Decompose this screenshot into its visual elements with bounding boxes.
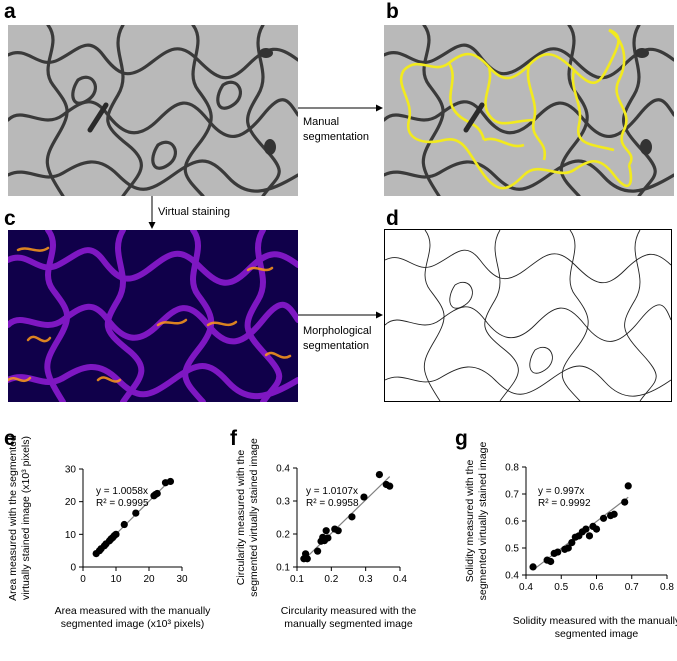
chart-g-data-point	[621, 498, 629, 506]
chart-e-data-point	[153, 489, 161, 498]
chart-f-data-point	[322, 527, 330, 535]
chart-g-data-point	[624, 482, 632, 490]
chart-g-y-label-line2: segmented virtually stained image	[477, 441, 489, 600]
chart-e-y-tick-label: 30	[65, 465, 77, 476]
chart-e-r-squared: R² = 0.9995	[96, 498, 149, 509]
morphological-segmentation-caption: Morphological segmentation	[303, 324, 371, 354]
chart-f-x-label-line2: manually segmented image	[284, 618, 413, 630]
chart-g-data-point	[610, 510, 618, 518]
chart-e-equation: y = 1.0058x	[96, 486, 148, 497]
chart-f-x-tick-label: 0.4	[393, 574, 407, 585]
chart-g-data-point	[599, 514, 608, 522]
chart-f-data-point	[334, 527, 342, 535]
virtual-staining-caption: Virtual staining	[158, 206, 230, 218]
panel-label-f: f	[230, 427, 237, 450]
chart-f-equation: y = 1.0107x	[306, 486, 358, 497]
chart-f-r-squared: R² = 0.9958	[306, 498, 359, 509]
panel-label-c: c	[4, 207, 16, 230]
chart-e-data-point	[112, 530, 120, 538]
virtual-stain-image-c	[8, 230, 298, 402]
chart-e-x-tick-label: 20	[143, 574, 155, 585]
panel-label-a: a	[4, 0, 16, 23]
morph-caption-line1: Morphological	[303, 325, 372, 337]
segmented-image-b	[384, 25, 674, 196]
chart-g-x-tick-label: 0.8	[660, 582, 674, 593]
chart-g-data-point	[564, 544, 572, 552]
chart-e-y-label-line1: Area measured with the segmented	[7, 435, 19, 601]
chart-f-x-tick-label: 0.1	[290, 574, 304, 585]
chart-f-regression-line	[303, 476, 391, 561]
chart-g-x-tick-label: 0.5	[554, 582, 568, 593]
chart-e-x-label-line1: Area measured with the manually	[55, 605, 212, 617]
chart-f-data-point	[303, 555, 311, 563]
arrow-head-a-to-c	[148, 222, 156, 229]
chart-g-y-tick-label: 0.6	[505, 517, 519, 528]
chart-g-y-tick-label: 0.8	[505, 463, 519, 474]
chart-e-y-tick-label: 0	[70, 563, 76, 574]
chart-f-data-point	[360, 493, 368, 501]
chart-f-y-label-line2: segmented virtually stained image	[248, 438, 260, 597]
chart-g-x-tick-label: 0.4	[519, 582, 533, 593]
chart-g-y-tick-label: 0.7	[505, 490, 519, 501]
manual-caption-line1: Manual	[303, 116, 340, 128]
manual-segmentation-caption: Manual segmentation	[303, 115, 369, 145]
chart-f-x-label-line1: Circularity measured with the	[281, 605, 417, 617]
chart-g-x-label-line2: segmented image	[555, 628, 639, 640]
chart-f-x-tick-label: 0.2	[324, 574, 338, 585]
chart-g-data-point	[554, 548, 562, 556]
panel-label-g: g	[455, 427, 468, 450]
chart-g-y-tick-label: 0.4	[505, 571, 519, 582]
chart-g-data-point	[585, 532, 594, 540]
chart-f-data-point	[324, 534, 332, 542]
chart-e-x-tick-label: 30	[176, 574, 188, 585]
chart-g-data-point	[547, 557, 555, 566]
chart-e-data-point	[120, 520, 128, 529]
chart-g-data-point	[568, 539, 576, 547]
panel-label-d: d	[386, 207, 399, 230]
chart-g-y-label-line1: Solidity measured with the	[464, 460, 476, 583]
chart-g-equation: y = 0.997x	[538, 486, 584, 497]
chart-f-data-point	[375, 471, 383, 479]
morph-caption-line2: segmentation	[303, 340, 370, 352]
chart-g-data-point	[582, 525, 590, 533]
chart-f-y-tick-label: 0.1	[276, 563, 290, 574]
chart-g-x-label-line1: Solidity measured with the manually	[513, 615, 677, 627]
chart-g-data-point	[529, 563, 537, 571]
chart-e-data-point	[166, 477, 175, 486]
chart-g-x-tick-label: 0.6	[590, 582, 604, 593]
chart-f-x-tick-label: 0.3	[359, 574, 373, 585]
chart-g-x-tick-label: 0.7	[625, 582, 639, 593]
chart-f-data-point	[348, 513, 356, 521]
chart-g-r-squared: R² = 0.9992	[538, 498, 591, 509]
chart-e-y-tick-label: 10	[65, 530, 77, 541]
chart-f-y-tick-label: 0.2	[276, 530, 290, 541]
chart-g-y-tick-label: 0.5	[505, 544, 519, 555]
chart-e-x-tick-label: 0	[80, 574, 86, 585]
panel-label-e: e	[4, 427, 16, 450]
manual-caption-line2: segmentation	[303, 131, 370, 143]
chart-e-x-label-line2: segmented image (x10³ pixels)	[61, 618, 205, 630]
chart-f-y-tick-label: 0.4	[276, 464, 290, 475]
chart-f-y-tick-label: 0.3	[276, 497, 290, 508]
arrow-head-c-to-d	[376, 311, 383, 319]
chart-f-data-point	[386, 482, 394, 490]
panel-label-b: b	[386, 0, 399, 23]
chart-e-y-label-line2: virtually stained image (x10³ pixels)	[20, 436, 32, 600]
brightfield-image-a	[8, 25, 298, 196]
chart-g-data-point	[592, 525, 601, 533]
chart-e-x-tick-label: 10	[110, 574, 122, 585]
chart-f-y-label-line1: Circularity measured with the	[235, 450, 247, 586]
chart-e-y-tick-label: 20	[65, 497, 77, 508]
arrow-head-a-to-b	[376, 104, 383, 112]
chart-f-data-point	[314, 547, 322, 555]
chart-e-data-point	[132, 509, 140, 517]
morphological-segmentation-d	[384, 229, 672, 402]
